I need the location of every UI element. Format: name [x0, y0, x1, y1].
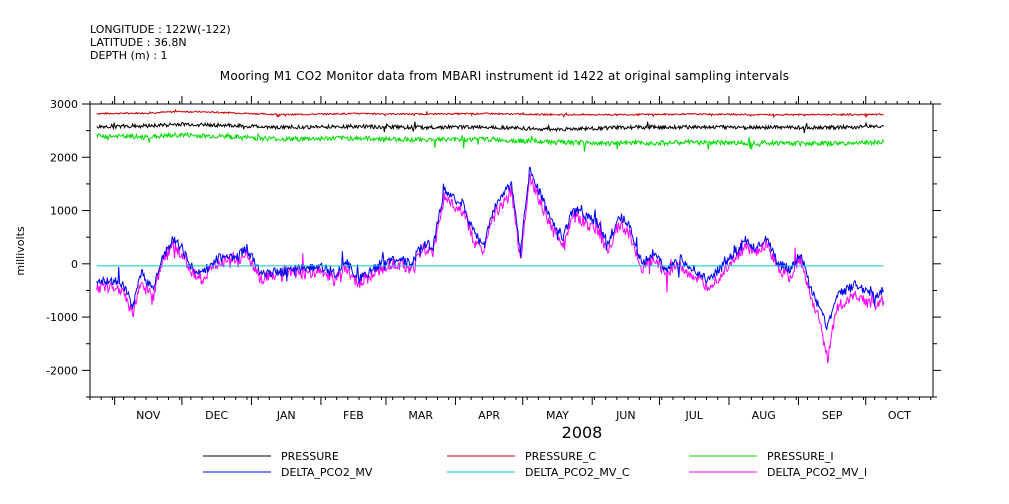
y-tick-label: -2000 — [46, 364, 78, 377]
x-tick-label: JUL — [685, 409, 704, 422]
latitude-label: LATITUDE : 36.8N — [90, 36, 187, 49]
legend-label: DELTA_PCO2_MV_I — [767, 466, 867, 479]
series-line-pressure — [96, 121, 885, 134]
y-tick-label: 3000 — [50, 98, 78, 111]
legend-label: DELTA_PCO2_MV_C — [525, 466, 630, 479]
x-tick-label: MAY — [546, 409, 569, 422]
x-tick-label: DEC — [205, 409, 228, 422]
x-tick-label: OCT — [888, 409, 911, 422]
plot-frame — [89, 103, 934, 398]
legend-label: DELTA_PCO2_MV — [281, 466, 373, 479]
x-tick-label: JAN — [276, 409, 296, 422]
x-tick-label: FEB — [343, 409, 364, 422]
series-line-delta-pco2-mv-i — [96, 173, 885, 364]
chart-title: Mooring M1 CO2 Monitor data from MBARI i… — [219, 69, 790, 83]
series-line-pressure-c — [96, 108, 884, 119]
y-tick-label: 1000 — [50, 205, 78, 218]
y-tick-label: -1000 — [46, 311, 78, 324]
x-tick-label: NOV — [136, 409, 161, 422]
series-line-pressure-i — [96, 131, 885, 152]
x-tick-label: AUG — [752, 409, 776, 422]
x-tick-label: MAR — [408, 409, 433, 422]
y-tick-label: 2000 — [50, 151, 78, 164]
x-tick-label: APR — [478, 409, 500, 422]
longitude-label: LONGITUDE : 122W(-122) — [90, 23, 231, 36]
x-tick-label: JUN — [615, 409, 636, 422]
series-line-delta-pco2-mv — [96, 166, 885, 330]
x-axis-label: 2008 — [562, 423, 603, 442]
y-axis-label: millivolts — [14, 226, 27, 276]
legend-label: PRESSURE_C — [525, 450, 596, 463]
x-tick-label: SEP — [822, 409, 843, 422]
depth-label: DEPTH (m) : 1 — [90, 49, 168, 62]
y-tick-label: 0 — [71, 258, 78, 271]
legend-label: PRESSURE_I — [767, 450, 834, 463]
legend-label: PRESSURE — [281, 450, 339, 463]
